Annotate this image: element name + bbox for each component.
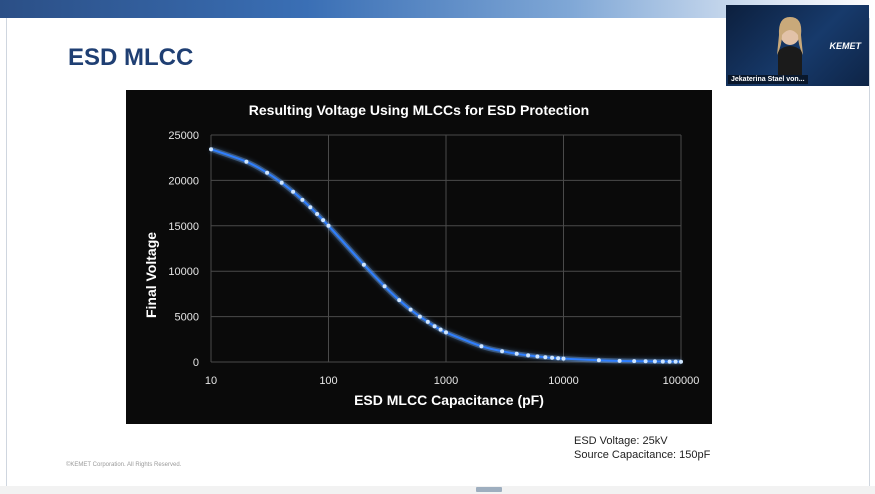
points-layer [209, 147, 683, 364]
data-point [361, 262, 366, 267]
data-point [444, 330, 448, 335]
data-point [244, 159, 249, 164]
data-point [321, 218, 326, 223]
data-point [514, 351, 519, 356]
data-point [209, 147, 213, 152]
data-point [643, 359, 648, 364]
voltage-chart: Resulting Voltage Using MLCCs for ESD Pr… [143, 102, 699, 408]
slide-frame [6, 18, 870, 486]
chart-title: Resulting Voltage Using MLCCs for ESD Pr… [249, 102, 589, 118]
data-point [315, 212, 320, 216]
participant-avatar [777, 17, 803, 75]
participant-name: Jekaterina Stael von... [728, 75, 808, 84]
data-point [617, 358, 622, 363]
data-point [479, 344, 484, 349]
x-tick-label: 100000 [663, 375, 700, 387]
data-point [432, 324, 437, 329]
caption-source-capacitance: Source Capacitance: 150pF [574, 449, 711, 461]
x-tick-label: 10000 [548, 375, 579, 387]
data-point [408, 307, 413, 312]
data-point [279, 180, 284, 185]
top-banner [0, 0, 875, 18]
data-point [326, 223, 331, 228]
data-point [632, 359, 637, 364]
data-point [556, 356, 561, 361]
slide-title: ESD MLCC [68, 44, 194, 71]
x-tick-label: 100 [319, 375, 337, 387]
copyright-footer: ©KEMET Corporation. All Rights Reserved. [66, 462, 182, 468]
data-point [300, 197, 305, 202]
data-point [500, 349, 505, 354]
grid-layer [210, 134, 682, 363]
data-point [382, 284, 387, 289]
data-point [660, 359, 665, 364]
x-tick-label: 1000 [434, 375, 458, 387]
data-point [535, 354, 540, 359]
data-point [596, 358, 601, 363]
caption-esd-voltage: ESD Voltage: 25kV [574, 435, 668, 447]
y-tick-label: 20000 [168, 175, 199, 187]
data-point [679, 359, 683, 364]
bottom-bar [0, 486, 875, 494]
y-tick-label: 25000 [168, 130, 199, 142]
y-tick-label: 5000 [175, 312, 199, 324]
data-point [397, 298, 402, 303]
bottom-handle[interactable] [476, 487, 502, 492]
data-point [652, 359, 657, 364]
data-point [438, 327, 443, 332]
kemet-logo: KEMET [829, 41, 862, 51]
y-tick-label: 10000 [168, 266, 199, 278]
participant-video-tile[interactable]: KEMET Jekaterina Stael von... [726, 5, 869, 86]
y-axis-title: Final Voltage [143, 232, 159, 318]
y-tick-label: 15000 [168, 221, 199, 233]
chart-caption: ESD Voltage: 25kV Source Capacitance: 15… [574, 434, 710, 462]
data-point [561, 356, 566, 361]
x-tick-label: 10 [205, 375, 217, 387]
data-point [667, 359, 672, 364]
data-point [265, 170, 270, 175]
x-axis-title: ESD MLCC Capacitance (pF) [354, 392, 544, 408]
data-point [425, 319, 430, 324]
data-point [417, 314, 422, 319]
data-point [526, 353, 531, 358]
data-point [291, 189, 296, 194]
data-point [673, 359, 678, 364]
data-point [308, 205, 313, 210]
ticks-layer: 0 5000 10000 15000 20000 25000 10 100 1000 10000 1… [168, 130, 699, 387]
y-tick-label: 0 [193, 357, 199, 369]
data-point [550, 355, 555, 360]
chart-panel: Resulting Voltage Using MLCCs for ESD Pr… [126, 90, 712, 424]
data-point [543, 355, 548, 360]
